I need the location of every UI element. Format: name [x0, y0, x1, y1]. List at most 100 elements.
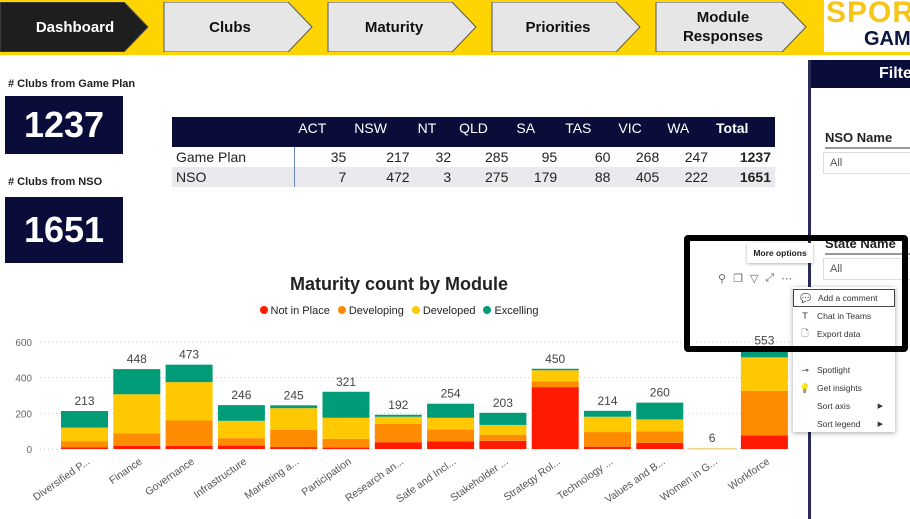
- more-options-icon[interactable]: ⋯: [781, 273, 793, 285]
- pin-icon[interactable]: ⚲: [718, 273, 727, 285]
- bar-segment: [479, 424, 527, 435]
- x-tick-label: Marketing a...: [242, 456, 301, 502]
- data-label: 473: [179, 348, 199, 362]
- data-label: 246: [231, 388, 251, 402]
- focus-mode-icon[interactable]: ⤢: [765, 272, 775, 284]
- table-row: NSO 7 472 3 275 179 88 405 222 1651: [172, 167, 775, 187]
- menu-item-label: Chat in Teams: [817, 311, 872, 321]
- table-cell: 35: [330, 149, 347, 165]
- bar-segment: [270, 405, 318, 409]
- bar-segment: [113, 445, 161, 449]
- menu-item-spotlight[interactable]: ⊸ Spotlight: [793, 361, 895, 379]
- tab-priorities[interactable]: Priorities: [474, 2, 642, 52]
- nso-name-dropdown[interactable]: All: [823, 152, 910, 174]
- column-header: SA: [512, 117, 562, 147]
- table-cell: 88: [561, 167, 615, 187]
- legend-marker: [337, 306, 346, 314]
- x-tick-label: Governance: [143, 456, 197, 499]
- state-name-dropdown[interactable]: All: [823, 258, 910, 280]
- filter-icon[interactable]: ▽: [749, 273, 759, 285]
- table-cell: 217: [386, 149, 410, 165]
- column-header: WA: [663, 117, 713, 147]
- bar-segment: [584, 416, 631, 433]
- menu-item-sort-legend[interactable]: Sort legend ▶: [793, 415, 895, 433]
- lightbulb-icon: 💡: [799, 382, 811, 393]
- menu-item-label: Spotlight: [817, 365, 851, 375]
- bar-segment: [374, 416, 422, 424]
- bar-segment: [61, 441, 108, 448]
- tab-maturity[interactable]: Maturity: [310, 2, 478, 52]
- table-cell: 32: [435, 149, 452, 165]
- x-tick-label: Workforce: [726, 456, 772, 493]
- legend-item[interactable]: Excelling: [483, 305, 538, 317]
- menu-item-add-a-comment[interactable]: 💬 Add a comment: [793, 289, 895, 307]
- tab-dashboard[interactable]: Dashboard: [0, 2, 150, 52]
- bar-segment: [322, 417, 370, 439]
- sport-game-plan-logo: SPORTGAME: [824, 0, 910, 52]
- x-tick-label: Finance: [107, 456, 145, 487]
- legend-marker: [411, 306, 420, 314]
- column-header: TAS: [561, 117, 615, 147]
- menu-item-get-insights[interactable]: 💡 Get insights: [793, 379, 895, 397]
- column-header: QLD: [455, 117, 513, 147]
- kpi-card-nso: 1651: [5, 197, 123, 263]
- kpi-card-game-plan: 1237: [5, 96, 123, 154]
- table-cell: 60: [594, 149, 611, 165]
- maturity-stacked-bar-chart: 0 200 400 600 213 Diversified P... 448 Finance 4…: [15, 333, 790, 506]
- legend-item[interactable]: Developed: [411, 305, 475, 317]
- bar-segment: [479, 412, 527, 425]
- x-tick-label: Infrastructure: [192, 456, 250, 501]
- menu-item-label: Export data: [817, 329, 861, 339]
- bar-segment: [61, 411, 108, 428]
- tab-module-responses[interactable]: Module Responses: [638, 2, 808, 52]
- legend-item[interactable]: Not in Place: [259, 305, 330, 317]
- bar-segment: [113, 369, 161, 395]
- bar-segment: [165, 364, 213, 383]
- export-icon: 🗋: [801, 328, 809, 338]
- submenu-arrow-icon: ▶: [877, 421, 883, 428]
- table-cell: Game Plan: [172, 147, 295, 167]
- bar-segment: [427, 441, 475, 449]
- menu-item-label: Add a comment: [818, 293, 878, 303]
- menu-item-sort-axis[interactable]: Sort axis ▶: [793, 397, 895, 415]
- menu-item-chat-in-teams[interactable]: T Chat in Teams: [793, 307, 895, 325]
- x-tick-label: Women in G...: [658, 456, 720, 504]
- y-tick-label: 0: [26, 445, 32, 456]
- table-cell: 95: [541, 149, 558, 165]
- more-options-menu: 💬 Add a comment T Chat in Teams 🗋 Export data…: [793, 287, 895, 432]
- data-label: 6: [709, 431, 716, 445]
- copy-icon[interactable]: ❐: [733, 273, 743, 285]
- bar-segment: [322, 391, 370, 418]
- bar-segment: [427, 403, 475, 418]
- chart-title: Maturity count by Module: [290, 274, 508, 294]
- bar-segment: [531, 370, 579, 382]
- data-label: 260: [650, 386, 670, 400]
- tab-label: Dashboard: [35, 18, 115, 36]
- bar-segment: [165, 382, 213, 421]
- bar-segment: [531, 368, 579, 371]
- legend-label: Developing: [348, 305, 404, 317]
- kpi-label-nso: # Clubs from NSO: [8, 176, 103, 188]
- tab-clubs[interactable]: Clubs: [146, 2, 314, 52]
- menu-item-label: Sort legend: [817, 419, 861, 429]
- table-cell: 1237: [739, 149, 771, 165]
- bar-segment: [61, 447, 108, 449]
- bar-segment: [113, 394, 161, 434]
- data-label: 553: [754, 333, 774, 347]
- data-label: 213: [74, 394, 94, 408]
- bar-segment: [427, 417, 475, 430]
- bar-segment: [217, 420, 265, 439]
- bar-segment: [636, 442, 684, 449]
- visual-header-toolbar: ⚲ ❐ ▽ ⤢ ⋯: [718, 272, 792, 285]
- filter-pane-title: Filte: [811, 60, 910, 88]
- table-cell: 222: [663, 167, 713, 187]
- data-label: 192: [388, 398, 408, 412]
- tab-label: Clubs: [209, 18, 251, 36]
- y-tick-label: 400: [15, 374, 32, 385]
- data-label: 214: [597, 394, 617, 408]
- nso-name-slicer-label: NSO Name: [825, 130, 910, 149]
- data-label: 254: [441, 387, 461, 401]
- table-cell: 179: [512, 167, 562, 187]
- legend-item[interactable]: Developing: [337, 305, 404, 317]
- menu-item-export-data[interactable]: 🗋 Export data: [793, 325, 895, 343]
